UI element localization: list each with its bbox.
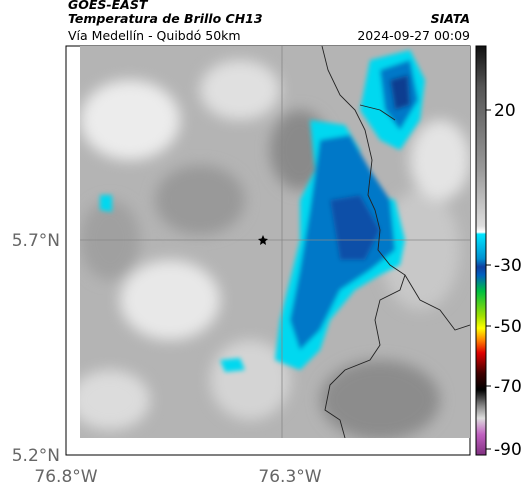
title: GOES-EAST: [68, 0, 149, 12]
source: SIATA: [431, 11, 470, 26]
map: [65, 45, 471, 456]
colorbar-tick-label: -70: [494, 377, 522, 397]
location: Vía Medellín - Quibdó 50km: [68, 28, 241, 43]
lon-label: 76.3°W: [258, 467, 321, 487]
lat-label: 5.2°N: [12, 446, 60, 466]
colorbar-tick-label: -50: [494, 317, 522, 337]
lat-label: 5.7°N: [12, 231, 60, 251]
timestamp: 2024-09-27 00:09: [357, 28, 470, 43]
subtitle: Temperatura de Brillo CH13: [68, 11, 263, 26]
colorbar-tick-label: 20: [494, 101, 516, 121]
colorbar-tick-label: -90: [494, 440, 522, 460]
colorbar: [475, 45, 487, 456]
lon-label: 76.8°W: [34, 467, 97, 487]
colorbar-tick-label: -30: [494, 256, 522, 276]
colorbar-ticks: 20 -30 -50 -70 -90: [486, 101, 522, 460]
